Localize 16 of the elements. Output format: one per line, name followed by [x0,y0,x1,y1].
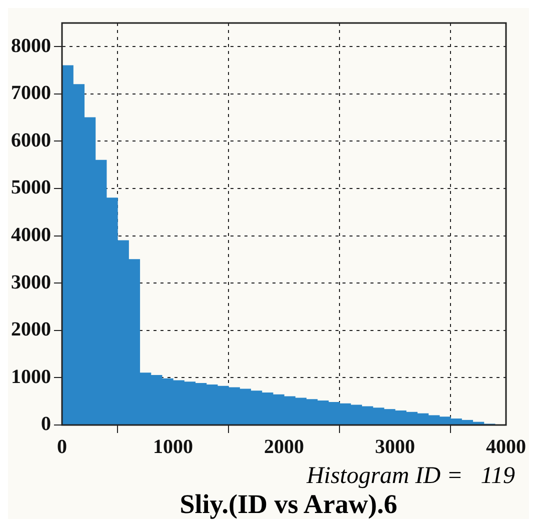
y-tick-label: 3000 [11,271,51,294]
y-tick-label: 8000 [11,34,51,57]
x-tick-label: 3000 [375,436,415,458]
text: Histogram ID = 119 [305,463,516,489]
y-tick-label: 6000 [11,129,51,152]
x-tick-label: 2000 [264,436,304,458]
y-tick-label: 4000 [11,224,51,246]
y-tick-label: 0 [41,413,51,436]
x-tick-label: 1000 [153,436,193,458]
y-tick-label: 2000 [11,318,51,341]
y-tick-label: 5000 [11,176,51,199]
y-tick-label: 7000 [11,82,51,104]
x-tick-label: 4000 [486,436,526,458]
y-tick-label: 1000 [11,366,51,388]
x-tick-label: 0 [57,436,67,458]
text: Sliy.(ID vs Araw).6 [178,489,398,519]
